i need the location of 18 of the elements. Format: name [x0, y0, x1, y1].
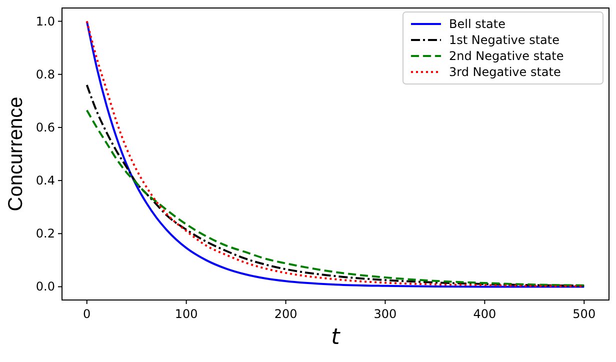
x-tick-label: 200	[274, 307, 298, 321]
x-tick-label: 300	[374, 307, 397, 321]
y-axis-title: Concurrence	[5, 96, 27, 212]
legend-label: 3rd Negative state	[449, 65, 561, 79]
y-tick-label: 1.0	[36, 14, 55, 28]
y-tick-label: 0.0	[36, 280, 55, 294]
legend-label: Bell state	[449, 17, 506, 31]
x-axis-title: t	[331, 325, 342, 350]
x-tick-label: 400	[473, 307, 496, 321]
x-tick-label: 500	[572, 307, 596, 321]
x-tick-label: 0	[83, 307, 91, 321]
y-tick-label: 0.4	[36, 174, 55, 188]
y-tick-label: 0.2	[36, 226, 55, 241]
y-tick-label: 0.6	[36, 120, 55, 134]
legend-label: 2nd Negative state	[449, 49, 564, 63]
y-tick-label: 0.8	[36, 67, 55, 82]
legend-label: 1st Negative state	[449, 33, 560, 47]
x-tick-label: 100	[174, 307, 198, 321]
